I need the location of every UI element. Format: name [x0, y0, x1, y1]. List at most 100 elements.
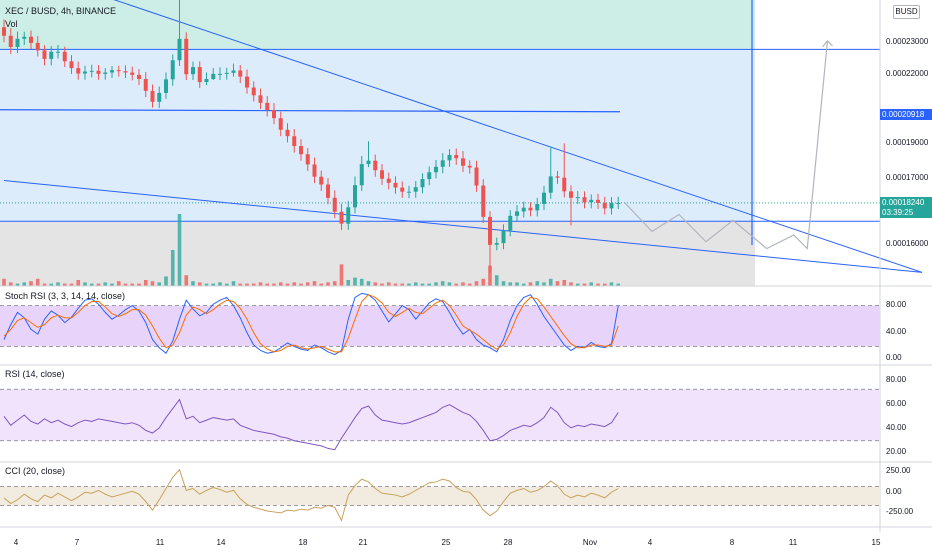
stoch-title[interactable]: Stoch RSI (3, 3, 14, 14, close): [5, 291, 126, 301]
volume-bar: [184, 275, 189, 286]
candle-body: [110, 70, 114, 73]
volume-bar: [204, 283, 209, 286]
candle-body: [481, 185, 486, 217]
volume-bar: [305, 282, 310, 286]
candle-body: [251, 87, 256, 96]
volume-bar: [238, 283, 243, 286]
projection-arrowhead: [822, 39, 833, 48]
time-tick: 11: [788, 538, 798, 547]
quote-currency-badge[interactable]: BUSD: [893, 5, 920, 19]
volume-bar: [103, 282, 108, 286]
candle-body: [123, 71, 128, 73]
volume-bar: [521, 283, 526, 286]
candle-body: [319, 176, 324, 185]
symbol-title[interactable]: XEC / BUSD, 4h, BINANCE: [5, 6, 117, 16]
candle-body: [49, 51, 54, 59]
volume-bar: [386, 282, 391, 286]
candle-body: [197, 67, 202, 83]
candle-body: [488, 216, 492, 245]
rsi-band: [0, 389, 880, 441]
zone-blue: [0, 49, 755, 222]
time-tick: 15: [871, 538, 881, 547]
candle-body: [596, 199, 600, 203]
candle-body: [353, 185, 357, 208]
last-price-tag: 0.00018240: [880, 197, 932, 208]
candle-body: [96, 70, 101, 74]
candle-body: [393, 182, 398, 188]
volume-bar: [535, 281, 540, 286]
volume-bar: [454, 283, 459, 286]
volume-bar: [461, 282, 465, 286]
volume-bar: [143, 280, 148, 286]
volume-bar: [96, 283, 101, 286]
time-tick: Nov: [582, 538, 598, 547]
price-tick: 0.00019000: [886, 138, 929, 147]
candle-body: [56, 51, 60, 53]
volume-bar: [22, 282, 27, 286]
candle-body: [305, 154, 310, 165]
candle-body: [285, 129, 290, 137]
candle-body: [272, 109, 276, 119]
rsi-title[interactable]: RSI (14, close): [5, 369, 65, 379]
volume-bar: [197, 282, 202, 286]
volume-bar: [413, 282, 418, 286]
candle-body: [508, 215, 513, 231]
candle-body: [427, 172, 432, 180]
volume-bar: [542, 282, 546, 286]
volume-bar: [211, 283, 216, 286]
volume-bar: [515, 282, 519, 286]
volume-bar: [292, 282, 297, 286]
volume-bar: [83, 282, 87, 286]
volume-bar: [177, 214, 182, 286]
volume-bar: [596, 283, 600, 286]
candle-body: [501, 230, 506, 244]
candle-body: [143, 78, 148, 91]
candle-body: [8, 35, 13, 47]
volume-bar: [218, 282, 222, 286]
volume-bar: [251, 283, 256, 286]
candle-body: [278, 118, 283, 130]
volume-bar: [312, 281, 317, 286]
candle-body: [265, 102, 270, 110]
cci-tick: 0.00: [886, 487, 902, 496]
volume-bar: [35, 278, 40, 286]
price-tick: 0.00022000: [886, 69, 929, 78]
stoch-band: [0, 305, 880, 347]
candle-body: [400, 187, 405, 192]
volume-bar: [265, 283, 270, 286]
candle-body: [150, 90, 155, 102]
volume-bar: [508, 282, 513, 286]
candle-body: [535, 203, 540, 211]
volume-bar: [339, 264, 344, 286]
candle-body: [616, 202, 621, 204]
volume-bar: [8, 282, 13, 286]
candle-body: [22, 36, 27, 39]
volume-bar: [332, 281, 337, 286]
volume-bar: [407, 283, 411, 286]
volume-bar: [528, 282, 533, 286]
candle-body: [569, 191, 573, 198]
candle-body: [69, 61, 74, 69]
volume-bar: [89, 283, 94, 286]
candle-body: [245, 76, 249, 88]
volume-bar: [130, 283, 135, 286]
candle-body: [346, 207, 351, 224]
volume-bar: [29, 281, 33, 286]
candle-body: [62, 51, 67, 62]
volume-bar: [447, 282, 452, 286]
candle-body: [528, 207, 533, 211]
volume-label[interactable]: Vol: [5, 19, 18, 29]
volume-bar: [393, 283, 398, 286]
cci-title[interactable]: CCI (20, close): [5, 466, 66, 476]
volume-bar: [56, 282, 60, 286]
volume-bar: [380, 283, 384, 286]
volume-bar: [62, 283, 67, 286]
candle-body: [83, 71, 87, 74]
cci-band: [0, 486, 880, 506]
stoch-tick: 0.00: [886, 353, 902, 362]
candle-body: [542, 192, 546, 204]
candle-body: [494, 243, 499, 245]
volume-bar: [278, 282, 283, 286]
